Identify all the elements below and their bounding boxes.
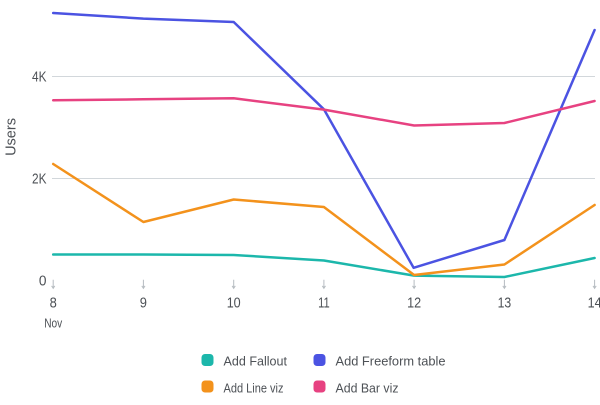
svg-text:4K: 4K <box>32 69 47 85</box>
svg-text:12: 12 <box>407 296 421 312</box>
svg-text:2K: 2K <box>32 171 47 187</box>
svg-text:11: 11 <box>318 296 330 312</box>
svg-text:Add Fallout: Add Fallout <box>224 354 288 369</box>
svg-text:Add Line viz: Add Line viz <box>224 380 284 395</box>
svg-text:Users: Users <box>3 118 19 156</box>
svg-text:Add Bar viz: Add Bar viz <box>336 380 399 395</box>
svg-text:14: 14 <box>588 296 600 312</box>
svg-text:Add Freeform table: Add Freeform table <box>336 354 446 369</box>
svg-text:9: 9 <box>140 296 147 312</box>
svg-text:0: 0 <box>39 273 47 289</box>
svg-text:8: 8 <box>50 296 57 312</box>
svg-text:13: 13 <box>498 296 512 312</box>
svg-text:Nov: Nov <box>44 316 63 330</box>
svg-text:10: 10 <box>227 296 241 312</box>
